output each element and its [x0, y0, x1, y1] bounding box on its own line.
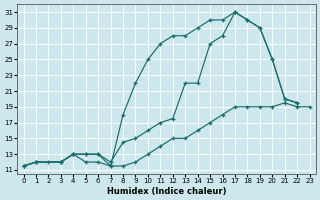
- X-axis label: Humidex (Indice chaleur): Humidex (Indice chaleur): [107, 187, 226, 196]
